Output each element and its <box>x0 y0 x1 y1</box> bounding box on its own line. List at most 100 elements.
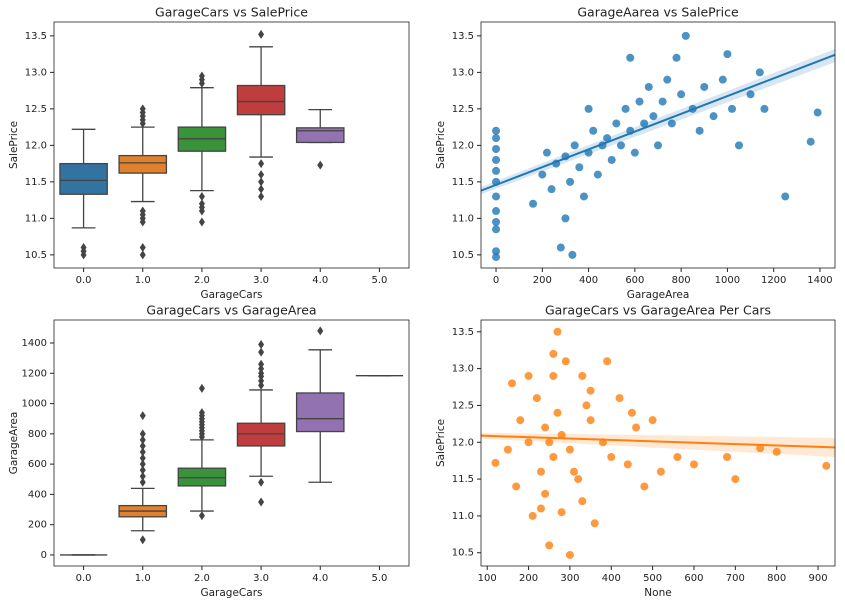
point <box>492 145 501 154</box>
point <box>626 53 635 62</box>
point <box>603 134 612 143</box>
point <box>503 445 512 454</box>
point <box>623 460 632 469</box>
point <box>492 134 501 143</box>
point <box>718 75 727 84</box>
point <box>612 119 621 128</box>
outlier <box>139 535 146 545</box>
point <box>549 452 558 461</box>
outlier <box>198 191 205 201</box>
y-tick-label: 12.0 <box>452 437 474 448</box>
point <box>561 357 570 366</box>
regression-line <box>480 53 836 192</box>
outlier <box>258 359 265 369</box>
point <box>630 148 639 157</box>
outlier <box>198 206 205 216</box>
point <box>663 75 672 84</box>
outlier <box>258 347 265 357</box>
box <box>177 467 227 487</box>
outlier <box>139 243 146 253</box>
point <box>607 452 616 461</box>
point <box>672 53 681 62</box>
outlier <box>258 368 265 378</box>
outlier <box>139 435 146 445</box>
x-tick-label: 4.0 <box>312 275 328 286</box>
outlier <box>258 191 265 201</box>
outlier <box>139 477 146 487</box>
y-tick-label: 12.5 <box>452 104 474 115</box>
point <box>673 452 682 461</box>
outlier <box>139 465 146 475</box>
y-tick-label: 13.5 <box>452 31 474 42</box>
axes-frame <box>53 319 410 567</box>
point <box>640 482 649 491</box>
y-tick-label: 200 <box>28 520 47 531</box>
point <box>590 519 599 528</box>
regression-line <box>480 434 836 449</box>
point <box>556 243 565 252</box>
y-tick-label: 1400 <box>22 338 47 349</box>
outlier <box>139 104 146 114</box>
point <box>541 489 550 498</box>
box <box>295 392 345 433</box>
box <box>236 84 286 116</box>
point <box>536 504 545 513</box>
y-tick-label: 10.5 <box>25 250 47 261</box>
x-tick-label: 200 <box>533 275 552 286</box>
point <box>528 511 537 520</box>
point <box>695 126 704 135</box>
point <box>822 461 831 470</box>
point <box>656 467 665 476</box>
point <box>731 475 740 484</box>
point <box>681 31 690 40</box>
point <box>658 97 667 106</box>
point <box>492 155 501 164</box>
outlier <box>258 497 265 507</box>
point <box>621 104 630 113</box>
x-tick-label: 1.0 <box>135 275 151 286</box>
point <box>570 467 579 476</box>
point <box>553 327 562 336</box>
y-tick-label: 11.5 <box>452 474 474 485</box>
y-tick-label: 400 <box>28 489 47 500</box>
point <box>512 482 521 491</box>
panel-title: GarageCars vs GarageArea <box>146 303 316 318</box>
y-tick-label: 13.0 <box>452 67 474 78</box>
point <box>574 475 583 484</box>
point <box>575 163 584 172</box>
point <box>760 104 769 113</box>
y-tick-label: 11.0 <box>452 511 474 522</box>
point <box>723 452 732 461</box>
point <box>627 408 636 417</box>
x-tick-label: 0 <box>493 275 499 286</box>
point <box>529 199 538 208</box>
point <box>700 82 709 91</box>
outlier <box>139 217 146 227</box>
outlier <box>139 411 146 421</box>
point <box>565 550 574 559</box>
point <box>568 250 577 259</box>
x-tick-label: 200 <box>519 573 538 584</box>
x-tick-label: 700 <box>726 573 745 584</box>
outlier <box>139 447 146 457</box>
outlier <box>258 340 265 350</box>
x-tick-label: 1.0 <box>135 573 151 584</box>
x-tick-label: 0.0 <box>76 573 92 584</box>
y-tick-label: 800 <box>28 429 47 440</box>
y-tick-label: 11.0 <box>452 213 474 224</box>
x-tick-label: 3.0 <box>253 275 269 286</box>
point <box>492 192 501 201</box>
point <box>644 82 653 91</box>
y-axis-label: SalePrice <box>435 121 447 169</box>
x-tick-label: 100 <box>478 573 497 584</box>
point <box>813 108 822 117</box>
point <box>570 141 579 150</box>
point <box>536 467 545 476</box>
x-axis-label: GarageCars <box>200 587 262 599</box>
x-axis-label: GarageCars <box>200 289 262 301</box>
box <box>236 422 286 447</box>
panel-title: GarageCars vs GarageArea Per Cars <box>545 303 771 318</box>
point <box>565 445 574 454</box>
x-tick-label: 5.0 <box>371 573 387 584</box>
